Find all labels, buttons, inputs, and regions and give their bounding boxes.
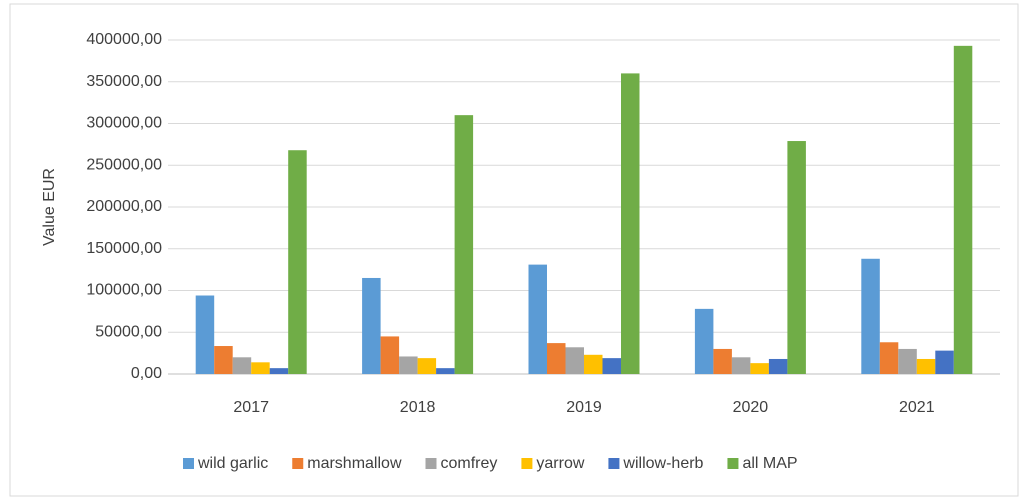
legend-label: yarrow	[536, 455, 584, 472]
y-tick-label: 150000,00	[86, 240, 162, 257]
bar	[731, 357, 751, 374]
bar	[251, 362, 270, 374]
bar	[916, 358, 936, 374]
bar	[879, 342, 899, 374]
y-tick-label: 250000,00	[86, 156, 162, 173]
bar	[269, 368, 289, 374]
legend-swatch	[727, 458, 739, 469]
y-tick-label: 350000,00	[86, 73, 162, 90]
x-tick-label: 2020	[733, 399, 769, 416]
y-tick-label: 0,00	[131, 365, 162, 382]
bar	[750, 363, 769, 374]
bar	[380, 336, 400, 374]
bar	[621, 73, 640, 375]
legend-label: marshmallow	[307, 455, 402, 472]
bar	[935, 350, 954, 374]
legend-swatch	[425, 458, 437, 469]
bar	[454, 115, 474, 375]
bar	[436, 368, 455, 374]
bar	[787, 141, 806, 374]
bar	[584, 354, 603, 374]
y-tick-label: 400000,00	[86, 31, 162, 48]
y-tick-label: 50000,00	[95, 323, 162, 340]
x-tick-label: 2019	[566, 399, 602, 416]
bar	[547, 343, 566, 374]
y-tick-label: 200000,00	[86, 198, 162, 215]
bar	[898, 348, 917, 374]
bar	[417, 358, 437, 374]
chart-border	[9, 3, 1019, 497]
bar	[713, 348, 732, 374]
legend-swatch	[608, 458, 620, 469]
y-tick-label: 100000,00	[86, 282, 162, 299]
x-tick-label: 2017	[233, 399, 269, 416]
bar	[768, 358, 788, 374]
bar	[399, 356, 418, 374]
bar	[694, 308, 714, 374]
bar	[288, 150, 307, 374]
bar	[232, 357, 252, 374]
legend-label: all MAP	[742, 455, 797, 472]
bar	[565, 347, 584, 374]
y-axis-label: Value EUR	[41, 168, 58, 246]
bar	[214, 346, 233, 374]
legend-label: wild garlic	[197, 455, 268, 472]
legend-label: comfrey	[441, 455, 498, 472]
legend-swatch	[521, 458, 533, 469]
y-tick-label: 300000,00	[86, 115, 162, 132]
x-tick-label: 2018	[400, 399, 436, 416]
bar	[953, 45, 973, 374]
x-tick-label: 2021	[899, 399, 935, 416]
bar	[528, 264, 547, 374]
bar	[861, 258, 880, 374]
legend-label: willow-herb	[622, 455, 703, 472]
bar	[195, 295, 215, 374]
bar	[602, 358, 621, 374]
legend-swatch	[292, 458, 304, 469]
legend-swatch	[183, 458, 194, 469]
bar	[362, 277, 381, 374]
